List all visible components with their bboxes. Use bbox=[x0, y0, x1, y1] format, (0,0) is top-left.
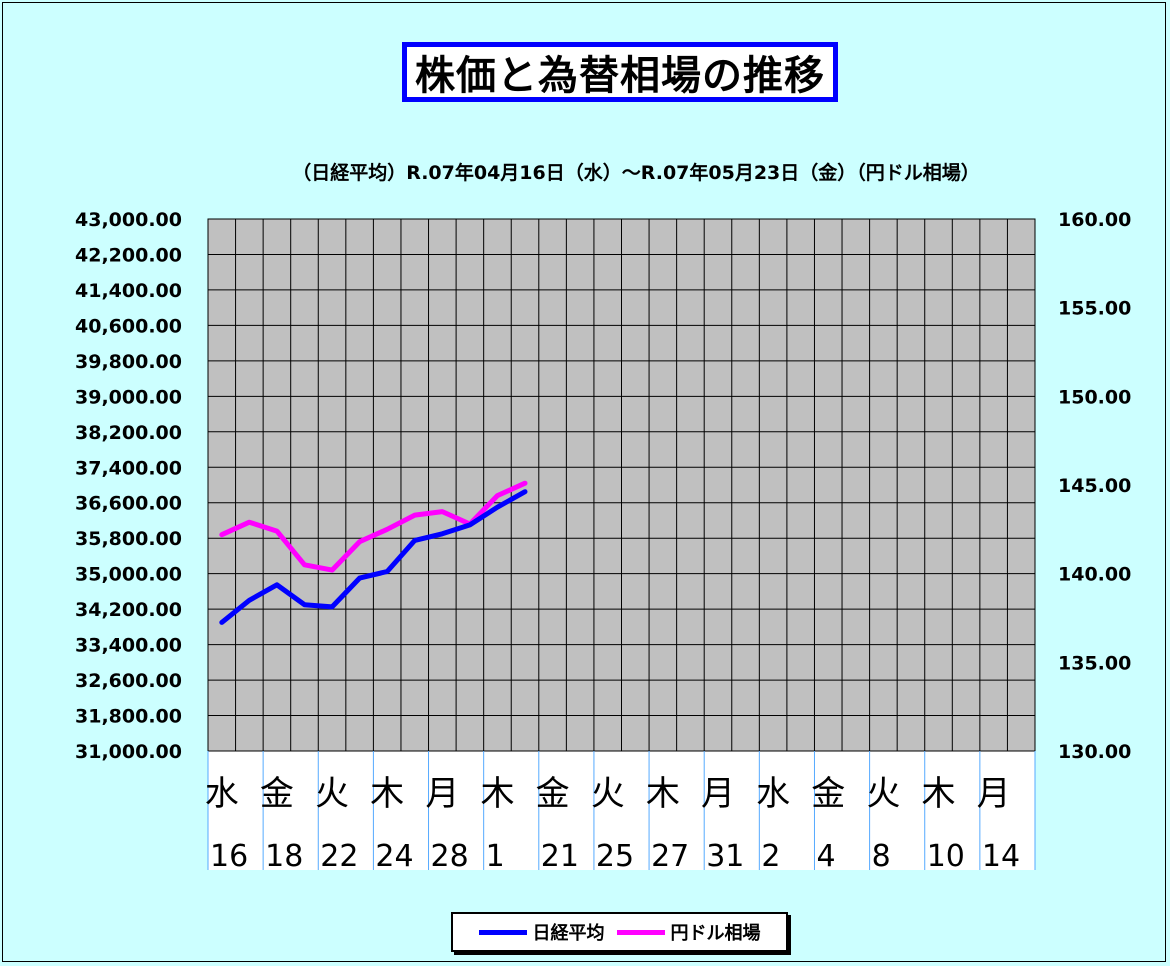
x-weekday-label: 月 bbox=[977, 774, 1011, 814]
x-weekday-label: 水 bbox=[756, 774, 790, 814]
x-date-label: 4 bbox=[816, 839, 835, 874]
left-tick-label: 34,200.00 bbox=[75, 599, 182, 621]
x-weekday-label: 木 bbox=[646, 774, 680, 814]
right-tick-label: 140.00 bbox=[1058, 564, 1131, 586]
series-line-nikkei bbox=[219, 489, 528, 625]
x-weekday-label: 木 bbox=[480, 774, 514, 814]
right-tick-label: 155.00 bbox=[1058, 298, 1131, 320]
legend-swatch-nikkei bbox=[478, 929, 527, 935]
x-weekday-label: 火 bbox=[591, 774, 625, 814]
x-date-label: 8 bbox=[872, 839, 891, 874]
x-date-label: 1 bbox=[486, 839, 505, 874]
series-lines bbox=[219, 480, 528, 625]
x-weekday-label: 水 bbox=[205, 774, 239, 814]
left-tick-label: 38,200.00 bbox=[75, 422, 182, 444]
chart-title: 株価と為替相場の推移 bbox=[402, 42, 838, 102]
x-date-label: 31 bbox=[706, 839, 744, 874]
left-tick-label: 39,000.00 bbox=[75, 386, 182, 408]
left-axis-labels: 31,000.00 31,800.00 32,600.00 33,400.00 34,2… bbox=[75, 209, 182, 763]
x-date-label: 22 bbox=[320, 839, 358, 874]
x-weekday-label: 金 bbox=[536, 774, 570, 814]
grid-lines bbox=[207, 218, 1036, 870]
left-tick-label: 36,600.00 bbox=[75, 493, 182, 515]
left-tick-label: 31,800.00 bbox=[75, 706, 182, 728]
left-tick-label: 37,400.00 bbox=[75, 457, 182, 479]
left-tick-label: 35,000.00 bbox=[75, 564, 182, 586]
x-weekday-label: 木 bbox=[922, 774, 956, 814]
left-tick-label: 42,200.00 bbox=[75, 244, 182, 266]
legend-item-yen: 円ドル相場 bbox=[616, 919, 761, 945]
x-weekday-label: 月 bbox=[425, 774, 459, 814]
x-weekday-label: 金 bbox=[260, 774, 294, 814]
x-date-label: 14 bbox=[982, 839, 1020, 874]
right-axis-labels: 130.00 135.00 140.00 145.00 150.00 155.00 160.… bbox=[1058, 209, 1131, 763]
x-weekday-label: 火 bbox=[866, 774, 900, 814]
x-date-label: 24 bbox=[375, 839, 413, 874]
left-tick-label: 41,400.00 bbox=[75, 280, 182, 302]
left-tick-label: 40,600.00 bbox=[75, 315, 182, 337]
x-date-label: 25 bbox=[596, 839, 634, 874]
x-date-label: 16 bbox=[210, 839, 248, 874]
x-date-label: 27 bbox=[651, 839, 689, 874]
x-label-area bbox=[208, 751, 1035, 870]
left-tick-label: 31,000.00 bbox=[75, 741, 182, 763]
left-tick-label: 39,800.00 bbox=[75, 351, 182, 373]
x-weekday-label: 木 bbox=[370, 774, 404, 814]
x-date-label: 10 bbox=[927, 839, 965, 874]
x-date-label: 28 bbox=[431, 839, 469, 874]
legend-label-nikkei: 日経平均 bbox=[532, 923, 605, 944]
right-tick-label: 145.00 bbox=[1058, 475, 1131, 497]
x-date-label: 21 bbox=[541, 839, 579, 874]
x-weekday-label: 金 bbox=[811, 774, 845, 814]
left-tick-label: 33,400.00 bbox=[75, 635, 182, 657]
right-tick-label: 150.00 bbox=[1058, 386, 1131, 408]
legend-swatch-yen bbox=[616, 929, 665, 935]
chart-subtitle: （日経平均）R.07年04月16日（水）～R.07年05月23日（金）（円ドル相… bbox=[292, 162, 980, 184]
x-date-label: 2 bbox=[761, 839, 780, 874]
left-tick-label: 43,000.00 bbox=[75, 209, 182, 231]
legend-item-nikkei: 日経平均 bbox=[478, 919, 605, 945]
legend-label-yen: 円ドル相場 bbox=[670, 923, 761, 944]
x-weekday-label: 火 bbox=[315, 774, 349, 814]
x-axis-labels: 水金火木月木金火木月水金火木月16 18 22 24 28 1 21 25 27 31 2 4 8 10 1… bbox=[205, 774, 1020, 874]
right-tick-label: 135.00 bbox=[1058, 652, 1131, 674]
legend: 日経平均 円ドル相場 bbox=[451, 912, 788, 952]
x-date-label: 18 bbox=[265, 839, 303, 874]
left-tick-label: 35,800.00 bbox=[75, 528, 182, 550]
right-tick-label: 130.00 bbox=[1058, 741, 1131, 763]
x-weekday-label: 月 bbox=[701, 774, 735, 814]
right-tick-label: 160.00 bbox=[1058, 209, 1131, 231]
left-tick-label: 32,600.00 bbox=[75, 670, 182, 692]
